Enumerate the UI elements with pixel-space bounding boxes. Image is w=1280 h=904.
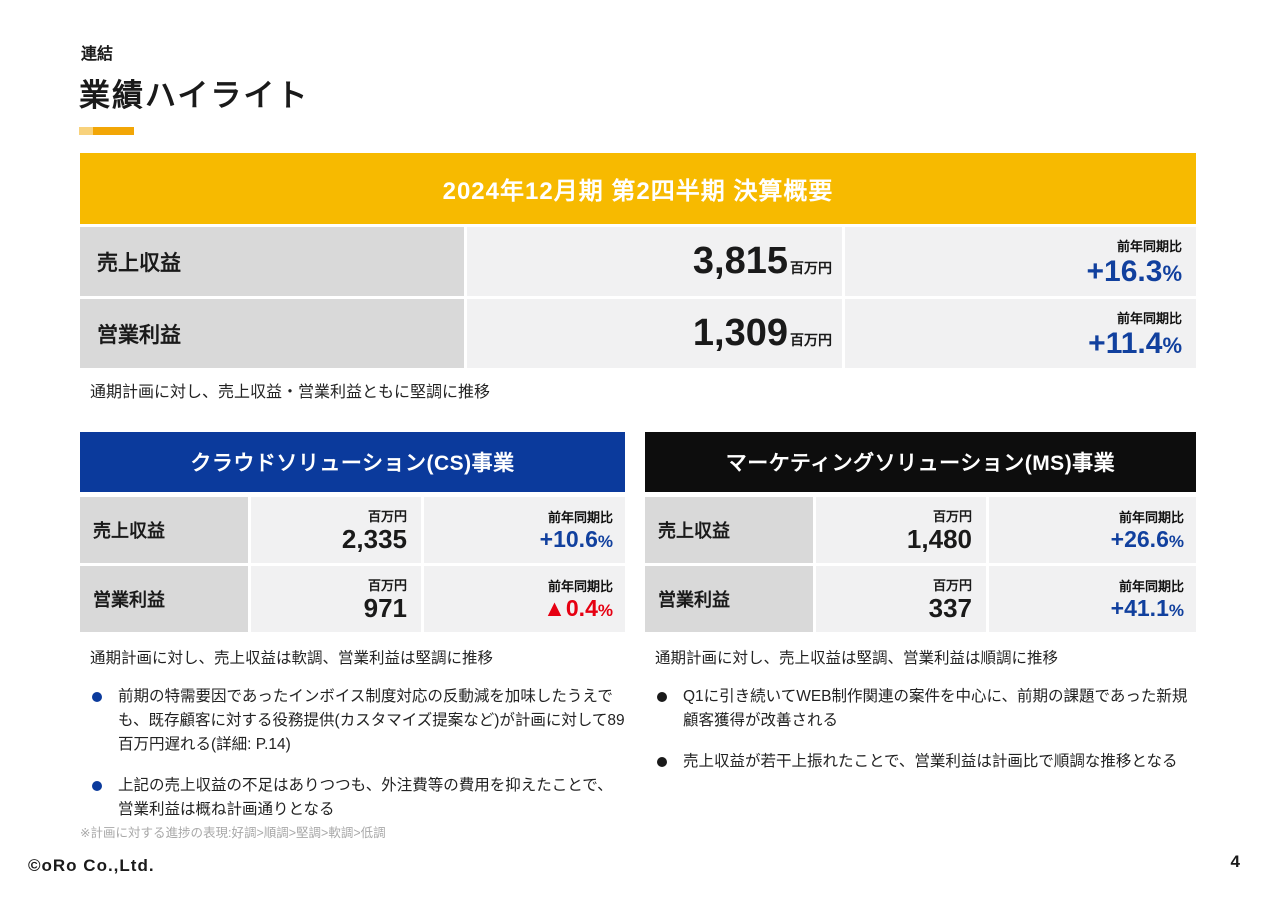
page-number: 4	[1230, 852, 1240, 871]
ms-revenue-yoy-label: 前年同期比	[1118, 509, 1184, 525]
accent-segment-light	[79, 127, 93, 135]
ms-revenue-label: 売上収益	[645, 497, 813, 563]
consolidated-summary: 2024年12月期 第2四半期 決算概要 売上収益 3,815 百万円 前年同期…	[80, 153, 1196, 368]
table-row: 売上収益 百万円 1,480 前年同期比 +26.6%	[645, 497, 1196, 563]
revenue-value: 3,815	[692, 240, 788, 282]
segment-cloud-solution: クラウドソリューション(CS)事業 売上収益 百万円 2,335 前年同期比 +…	[80, 432, 625, 822]
cs-revenue-value-cell: 百万円 2,335	[251, 497, 421, 563]
cs-revenue-label: 売上収益	[80, 497, 248, 563]
summary-note: 通期計画に対し、売上収益・営業利益ともに堅調に推移	[90, 384, 491, 401]
table-row: 売上収益 百万円 2,335 前年同期比 +10.6%	[80, 497, 625, 563]
cs-profit-value: 971	[363, 592, 407, 623]
operating-profit-value-cell: 1,309 百万円	[467, 299, 842, 368]
summary-header-bar: 2024年12月期 第2四半期 決算概要	[80, 153, 1196, 224]
consolidated-tag: 連結	[81, 46, 114, 63]
ms-profit-unit: 百万円	[932, 577, 972, 593]
ms-revenue-yoy-value: +26.6%	[1110, 525, 1184, 552]
percent-sign: %	[597, 531, 613, 551]
ms-status-text: 通期計画に対し、売上収益は堅調、営業利益は順調に推移	[655, 650, 1059, 667]
progress-terminology-footnote: ※計画に対する進捗の表現:好調>順調>堅調>軟調>低調	[80, 826, 386, 840]
ms-profit-yoy-cell: 前年同期比 +41.1%	[989, 566, 1196, 632]
ms-segment-table: 売上収益 百万円 1,480 前年同期比 +26.6% 営業利益 百万円 337…	[645, 497, 1196, 632]
list-item: Q1に引き続いてWEB制作関連の案件を中心に、前期の課題であった新規顧客獲得が改…	[645, 685, 1196, 733]
ms-revenue-value: 1,480	[906, 523, 972, 554]
summary-row-operating-profit: 営業利益 1,309 百万円 前年同期比 +11.4%	[80, 299, 1196, 368]
revenue-label: 売上収益	[80, 227, 464, 296]
bullet-icon	[92, 692, 102, 702]
revenue-unit: 百万円	[790, 260, 832, 276]
revenue-yoy-value: +16.3%	[1086, 254, 1182, 288]
segment-marketing-solution: マーケティングソリューション(MS)事業 売上収益 百万円 1,480 前年同期…	[645, 432, 1196, 774]
ms-revenue-yoy-cell: 前年同期比 +26.6%	[989, 497, 1196, 563]
percent-sign: %	[1168, 531, 1184, 551]
summary-row-revenue: 売上収益 3,815 百万円 前年同期比 +16.3%	[80, 227, 1196, 296]
operating-profit-unit: 百万円	[790, 332, 832, 348]
cs-segment-header: クラウドソリューション(CS)事業	[80, 432, 625, 492]
ms-revenue-value-cell: 百万円 1,480	[816, 497, 986, 563]
cs-revenue-unit: 百万円	[367, 508, 407, 524]
cs-profit-label: 営業利益	[80, 566, 248, 632]
company-logo: ©oRo Co.,Ltd.	[28, 856, 155, 875]
cs-status-text: 通期計画に対し、売上収益は軟調、営業利益は堅調に推移	[90, 650, 494, 667]
ms-profit-value: 337	[928, 592, 972, 623]
bullet-icon	[92, 781, 102, 792]
percent-sign: %	[1162, 332, 1182, 358]
operating-profit-yoy-value: +11.4%	[1088, 326, 1182, 360]
operating-profit-yoy-cell: 前年同期比 +11.4%	[845, 299, 1196, 368]
table-row: 営業利益 百万円 337 前年同期比 +41.1%	[645, 566, 1196, 632]
cs-segment-table: 売上収益 百万円 2,335 前年同期比 +10.6% 営業利益 百万円 971…	[80, 497, 625, 632]
cs-bullet-list: 前期の特需要因であったインボイス制度対応の反動減を加味したうえでも、既存顧客に対…	[80, 685, 625, 822]
operating-profit-value: 1,309	[692, 312, 788, 354]
cs-revenue-yoy-label: 前年同期比	[547, 509, 613, 525]
list-item: 上記の売上収益の不足はありつつも、外注費等の費用を抑えたことで、営業利益は概ね計…	[80, 774, 625, 822]
ms-profit-value-cell: 百万円 337	[816, 566, 986, 632]
ms-profit-yoy-value: +41.1%	[1110, 594, 1184, 621]
ms-profit-label: 営業利益	[645, 566, 813, 632]
list-item: 前期の特需要因であったインボイス制度対応の反動減を加味したうえでも、既存顧客に対…	[80, 685, 625, 757]
cs-profit-yoy-label: 前年同期比	[547, 578, 613, 594]
percent-sign: %	[597, 600, 613, 620]
percent-sign: %	[1162, 260, 1182, 286]
list-item: 売上収益が若干上振れたことで、営業利益は計画比で順調な推移となる	[645, 750, 1196, 774]
ms-segment-header: マーケティングソリューション(MS)事業	[645, 432, 1196, 492]
percent-sign: %	[1168, 600, 1184, 620]
title-accent-line	[79, 127, 134, 135]
operating-profit-yoy-label: 前年同期比	[1116, 310, 1182, 326]
cs-profit-unit: 百万円	[367, 577, 407, 593]
bullet-icon	[657, 692, 667, 702]
cs-profit-yoy-cell: 前年同期比 ▲0.4%	[424, 566, 625, 632]
revenue-value-cell: 3,815 百万円	[467, 227, 842, 296]
revenue-yoy-label: 前年同期比	[1116, 238, 1182, 254]
cs-profit-value-cell: 百万円 971	[251, 566, 421, 632]
ms-bullet-list: Q1に引き続いてWEB制作関連の案件を中心に、前期の課題であった新規顧客獲得が改…	[645, 685, 1196, 774]
ms-revenue-unit: 百万円	[932, 508, 972, 524]
ms-profit-yoy-label: 前年同期比	[1118, 578, 1184, 594]
cs-revenue-yoy-value: +10.6%	[539, 525, 613, 552]
cs-profit-yoy-value: ▲0.4%	[543, 594, 613, 621]
cs-revenue-value: 2,335	[341, 523, 407, 554]
page-title: 業績ハイライト	[79, 78, 310, 113]
revenue-yoy-cell: 前年同期比 +16.3%	[845, 227, 1196, 296]
bullet-icon	[657, 757, 667, 768]
operating-profit-label: 営業利益	[80, 299, 464, 368]
table-row: 営業利益 百万円 971 前年同期比 ▲0.4%	[80, 566, 625, 632]
accent-segment-dark	[93, 127, 134, 135]
cs-revenue-yoy-cell: 前年同期比 +10.6%	[424, 497, 625, 563]
